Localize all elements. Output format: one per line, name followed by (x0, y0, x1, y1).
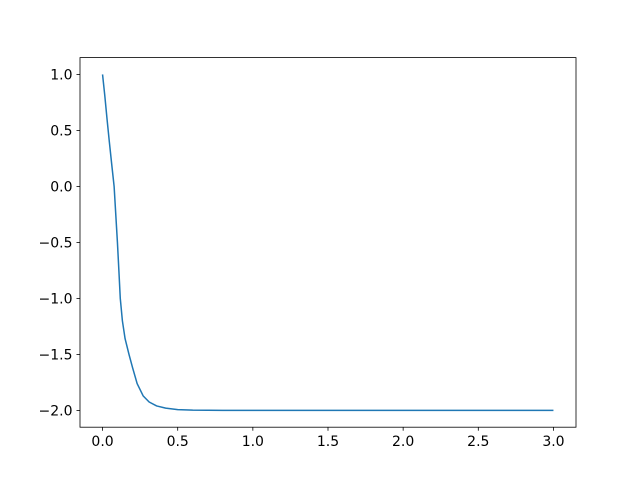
y-tick-label: −2.0 (39, 403, 73, 419)
x-tick-label: 0.0 (91, 434, 113, 450)
data-line (101, 74, 554, 412)
plot-area (80, 57, 576, 428)
y-tick-label: 0.0 (50, 179, 72, 195)
y-tick-label: −1.5 (39, 347, 73, 363)
x-tick-label: 2.0 (392, 434, 414, 450)
x-tick-label: 1.5 (317, 434, 339, 450)
x-tick-label: 3.0 (542, 434, 564, 450)
y-tick-label: 0.5 (50, 123, 72, 139)
x-tick-label: 1.0 (242, 434, 264, 450)
x-tick-label: 0.5 (167, 434, 189, 450)
y-tick-label: −0.5 (39, 235, 73, 251)
y-tick-label: 1.0 (50, 67, 72, 83)
x-tick-label: 2.5 (467, 434, 489, 450)
y-tick-label: −1.0 (39, 291, 73, 307)
